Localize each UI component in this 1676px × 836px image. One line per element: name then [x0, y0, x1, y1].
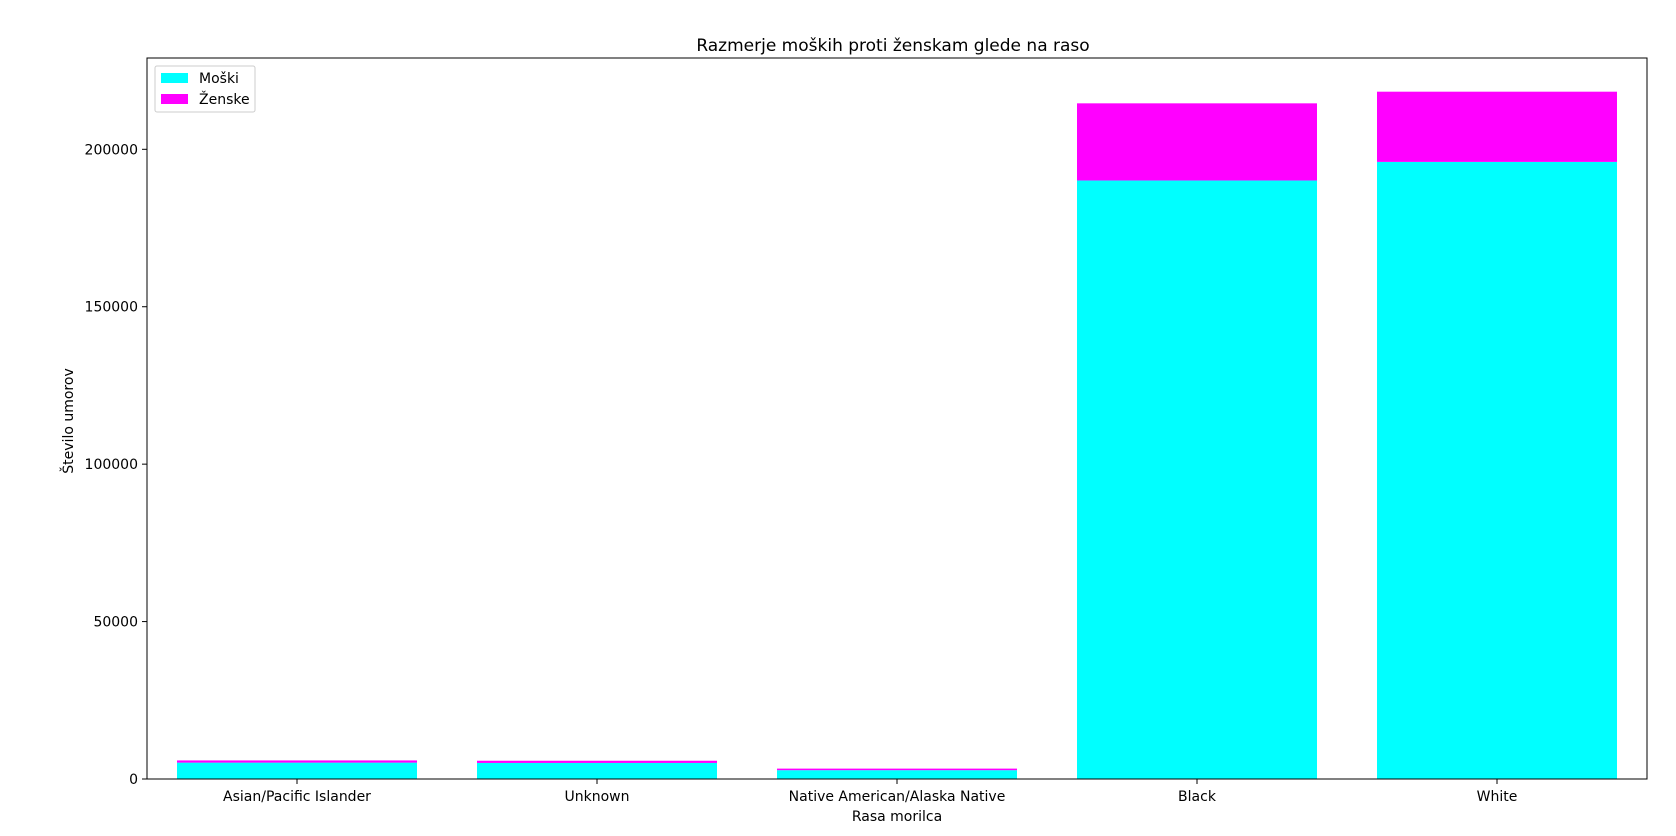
x-tick-label-white: White — [1477, 789, 1518, 805]
x-tick-label-unknown: Unknown — [565, 789, 630, 805]
bar-moski-black — [1077, 180, 1317, 780]
legend-swatch-moski — [161, 73, 188, 83]
x-tick-label-asian-pacific-islander: Asian/Pacific Islander — [223, 789, 371, 805]
y-tick-label-0: 0 — [129, 772, 138, 788]
x-axis-label: Rasa morilca — [852, 809, 942, 825]
bar-moski-asian-pacific-islander — [177, 762, 417, 779]
bar-moski-native-american-alaska-native — [777, 770, 1017, 779]
plot-frame — [146, 57, 1648, 780]
y-tick-label-150000: 150000 — [85, 300, 138, 316]
y-tick-label-100000: 100000 — [85, 457, 138, 473]
x-tick-label-black: Black — [1178, 789, 1217, 805]
y-axis-label: Število umorov — [59, 368, 77, 473]
y-axis-ticks: 0 50000 100000 150000 200000 — [85, 142, 147, 788]
x-axis-ticks: Asian/Pacific Islander Unknown Native Amer… — [223, 779, 1517, 805]
x-tick-label-native-american-alaska-native: Native American/Alaska Native — [789, 789, 1006, 805]
chart-title: Razmerje moških proti ženskam glede na r… — [696, 36, 1089, 56]
bar-zenske-white — [1377, 91, 1617, 162]
bars-group — [177, 91, 1617, 780]
legend: Moški Ženske — [154, 65, 256, 113]
bar-zenske-black — [1077, 103, 1317, 181]
y-tick-label-200000: 200000 — [85, 142, 138, 158]
bar-zenske-unknown — [477, 760, 717, 763]
y-tick-label-50000: 50000 — [93, 615, 138, 631]
legend-swatch-zenske — [161, 94, 188, 104]
bar-moski-white — [1377, 161, 1617, 780]
bar-moski-unknown — [477, 762, 717, 779]
legend-label-moski: Moški — [199, 71, 239, 87]
bar-zenske-asian-pacific-islander — [177, 760, 417, 763]
legend-label-zenske: Ženske — [199, 90, 250, 108]
bar-zenske-native-american-alaska-native — [777, 768, 1017, 771]
